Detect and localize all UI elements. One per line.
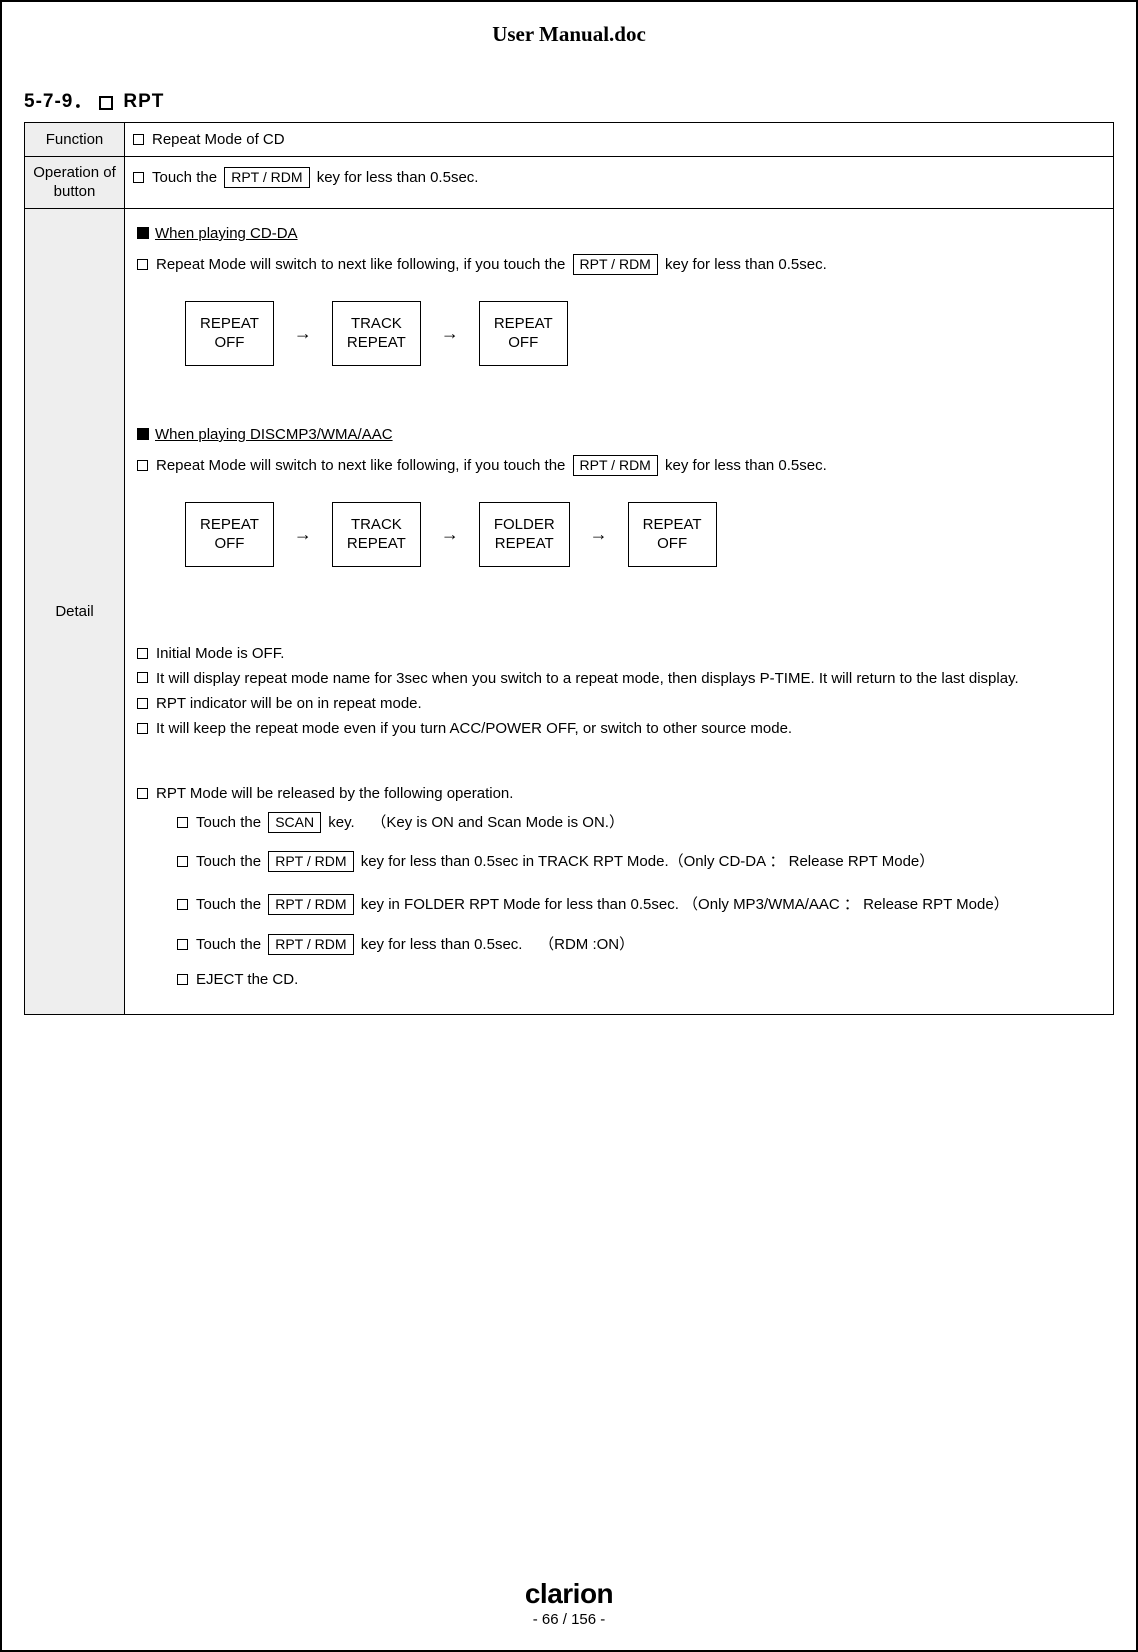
checkbox-icon (177, 974, 188, 985)
d1-post: key for less than 0.5sec. (665, 256, 827, 273)
spec-table: Function Repeat Mode of CD Operation of … (24, 122, 1114, 1015)
release-item: EJECT the CD. (137, 969, 1101, 990)
bullet: RPT indicator will be on in repeat mode. (137, 693, 1101, 714)
op-pre: Touch the (152, 169, 217, 186)
state-text: FOLDER REPEAT (494, 516, 555, 553)
square-fill-icon (137, 227, 149, 239)
bullet-text: RPT indicator will be on in repeat mode. (156, 695, 422, 712)
rpt-rdm-button[interactable]: RPT / RDM (224, 167, 309, 188)
arrow-icon: → (294, 321, 312, 346)
label-function: Function (25, 122, 125, 156)
checkbox-icon (137, 723, 148, 734)
square-fill-icon (137, 428, 149, 440)
bullet: It will display repeat mode name for 3se… (137, 668, 1101, 689)
rpt-rdm-button[interactable]: RPT / RDM (268, 851, 353, 872)
rel-post: key for less than 0.5sec in TRACK RPT Mo… (361, 853, 935, 870)
arrow-icon: → (441, 522, 459, 547)
page: User Manual.doc 5-7-9． RPT Function Repe… (0, 0, 1138, 1652)
section-title: RPT (123, 89, 164, 116)
release-item: Touch the SCAN key. （Key is ON and Scan … (137, 812, 1101, 833)
release-intro-text: RPT Mode will be released by the followi… (156, 785, 513, 802)
rel-mid: key for less than 0.5sec. (361, 936, 523, 953)
section-heading: 5-7-9． RPT (24, 89, 1114, 116)
rel-pre: Touch the (196, 814, 261, 831)
clarion-logo: clarion (2, 1574, 1136, 1613)
checkbox-icon (99, 96, 113, 110)
checkbox-icon (133, 134, 144, 145)
bullet-text: It will display repeat mode name for 3se… (156, 668, 1019, 689)
page-number: - 66 / 156 - (2, 1609, 1136, 1630)
flow-1: REPEAT OFF → TRACK REPEAT → REPEAT OFF (185, 301, 1101, 366)
rel-pre: Touch the (196, 936, 261, 953)
rel-pre: Touch the (196, 896, 261, 913)
state-text: TRACK REPEAT (347, 315, 406, 352)
subhead-1: When playing CD-DA (137, 223, 1101, 244)
cell-detail: When playing CD-DA Repeat Mode will swit… (125, 208, 1114, 1014)
bullet: Initial Mode is OFF. (137, 643, 1101, 664)
state-text: REPEAT OFF (494, 315, 553, 352)
label-operation: Operation of button (25, 156, 125, 208)
state-text: TRACK REPEAT (347, 516, 406, 553)
subhead-2-text: When playing DISCMP3/WMA/AAC (155, 426, 393, 443)
flow-2: REPEAT OFF → TRACK REPEAT → FOLDER REPEA… (185, 502, 1101, 567)
checkbox-icon (137, 788, 148, 799)
checkbox-icon (177, 817, 188, 828)
state-text: REPEAT OFF (643, 516, 702, 553)
release-intro: RPT Mode will be released by the followi… (137, 783, 1101, 804)
rel-post: key in FOLDER RPT Mode for less than 0.5… (361, 896, 1009, 913)
checkbox-icon (133, 172, 144, 183)
rel-plain: EJECT the CD. (196, 971, 298, 988)
detail-line-1: Repeat Mode will switch to next like fol… (137, 254, 1101, 275)
state-box: REPEAT OFF (479, 301, 568, 366)
rel-mid: key. (328, 814, 354, 831)
checkbox-icon (137, 698, 148, 709)
subhead-1-text: When playing CD-DA (155, 225, 298, 242)
doc-title: User Manual.doc (24, 20, 1114, 49)
state-box: REPEAT OFF (628, 502, 717, 567)
op-post: key for less than 0.5sec. (317, 169, 479, 186)
rel-post: （Key is ON and Scan Mode is ON.） (371, 814, 624, 831)
arrow-icon: → (590, 522, 608, 547)
checkbox-icon (137, 648, 148, 659)
rpt-rdm-button[interactable]: RPT / RDM (573, 455, 658, 476)
state-box: TRACK REPEAT (332, 502, 421, 567)
state-box: FOLDER REPEAT (479, 502, 570, 567)
cell-operation: Touch the RPT / RDM key for less than 0.… (125, 156, 1114, 208)
rel-post: （RDM :ON） (539, 936, 634, 953)
arrow-icon: → (294, 522, 312, 547)
state-text: REPEAT OFF (200, 516, 259, 553)
checkbox-icon (137, 672, 148, 683)
rpt-rdm-button[interactable]: RPT / RDM (268, 894, 353, 915)
bullet: It will keep the repeat mode even if you… (137, 718, 1101, 739)
cell-function: Repeat Mode of CD (125, 122, 1114, 156)
release-item: Touch the RPT / RDM key for less than 0.… (137, 934, 1101, 955)
checkbox-icon (137, 259, 148, 270)
checkbox-icon (177, 939, 188, 950)
checkbox-icon (177, 899, 188, 910)
label-detail: Detail (25, 208, 125, 1014)
rpt-rdm-button[interactable]: RPT / RDM (573, 254, 658, 275)
state-text: REPEAT OFF (200, 315, 259, 352)
function-text: Repeat Mode of CD (152, 131, 285, 148)
scan-button[interactable]: SCAN (268, 812, 321, 833)
detail-line-2: Repeat Mode will switch to next like fol… (137, 455, 1101, 476)
checkbox-icon (137, 460, 148, 471)
rpt-rdm-button[interactable]: RPT / RDM (268, 934, 353, 955)
release-item: Touch the RPT / RDM key for less than 0.… (137, 851, 1101, 872)
checkbox-icon (177, 856, 188, 867)
section-number: 5-7-9． (24, 89, 93, 116)
rel-pre: Touch the (196, 853, 261, 870)
bullet-text: It will keep the repeat mode even if you… (156, 720, 792, 737)
state-box: TRACK REPEAT (332, 301, 421, 366)
state-box: REPEAT OFF (185, 502, 274, 567)
state-box: REPEAT OFF (185, 301, 274, 366)
d1-pre: Repeat Mode will switch to next like fol… (156, 256, 565, 273)
d2-post: key for less than 0.5sec. (665, 457, 827, 474)
bullet-text: Initial Mode is OFF. (156, 645, 284, 662)
d2-pre: Repeat Mode will switch to next like fol… (156, 457, 565, 474)
release-item: Touch the RPT / RDM key in FOLDER RPT Mo… (137, 890, 1101, 920)
arrow-icon: → (441, 321, 459, 346)
page-footer: clarion - 66 / 156 - (2, 1574, 1136, 1630)
subhead-2: When playing DISCMP3/WMA/AAC (137, 424, 1101, 445)
